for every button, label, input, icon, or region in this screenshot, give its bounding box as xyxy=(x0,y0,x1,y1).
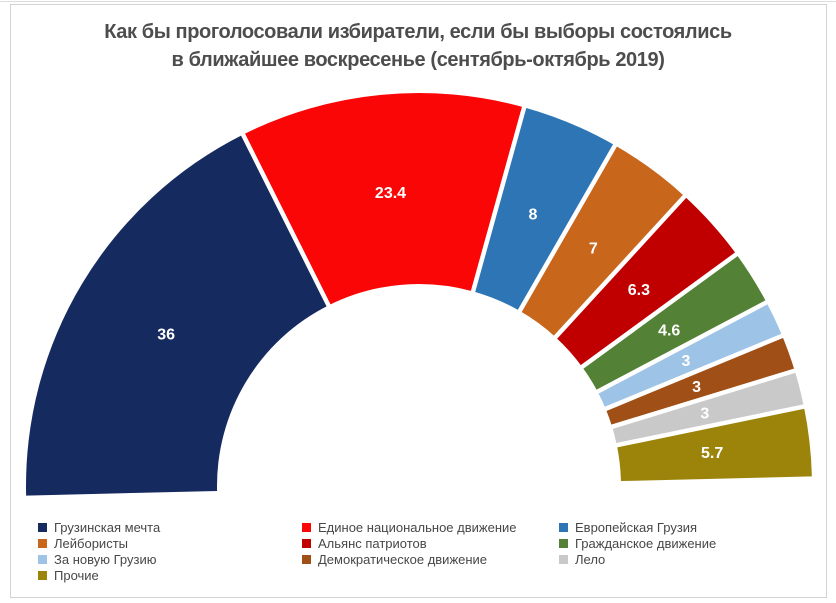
chart-title: Как бы проголосовали избиратели, если бы… xyxy=(0,18,836,74)
legend-item-1: Единое национальное движение xyxy=(302,519,559,535)
slice-separator-6 xyxy=(600,331,788,413)
pie-slice-7 xyxy=(605,335,795,427)
slice-label-7: 3 xyxy=(692,379,701,396)
pie-slice-2 xyxy=(473,107,616,311)
legend-item-6: За новую Грузию xyxy=(38,551,302,567)
legend-label: Демократическое движение xyxy=(318,551,488,567)
pie-slice-4 xyxy=(555,196,737,367)
legend-swatch xyxy=(559,522,568,532)
legend-item-0: Грузинская мечта xyxy=(38,519,302,535)
slice-label-3: 7 xyxy=(589,241,598,258)
legend-label: Гражданское движение xyxy=(575,535,717,551)
slice-label-4: 6.3 xyxy=(628,282,650,299)
legend-swatch xyxy=(38,554,47,564)
slice-label-0: 36 xyxy=(157,327,175,344)
chart-title-line2: в ближайшее воскресенье (сентябрь-октябр… xyxy=(171,49,665,71)
legend-label: Прочие xyxy=(54,567,99,583)
slice-separator-7 xyxy=(606,367,801,431)
legend-swatch xyxy=(38,570,47,580)
legend-swatch xyxy=(559,538,568,548)
legend-swatch xyxy=(559,554,568,564)
slice-separator-4 xyxy=(576,249,742,372)
legend-item-3: Лейбористы xyxy=(38,535,302,551)
legend-label: Лейбористы xyxy=(54,535,128,551)
slice-label-8: 3 xyxy=(700,405,709,422)
legend-item-4: Альянс патриотов xyxy=(302,535,559,551)
slice-label-2: 8 xyxy=(528,207,537,224)
slice-separator-3 xyxy=(550,191,690,343)
slice-separator-2 xyxy=(515,139,620,317)
legend-label: Лело xyxy=(575,551,606,567)
slice-label-1: 23.4 xyxy=(375,185,406,202)
pie-slice-8 xyxy=(612,370,804,446)
page-top-divider xyxy=(0,1,836,2)
slice-separator-1 xyxy=(469,101,528,297)
legend-swatch xyxy=(38,522,47,532)
legend-item-8: Лело xyxy=(559,551,809,567)
legend-label: Единое национальное движение xyxy=(318,519,517,535)
slice-separator-5 xyxy=(592,298,772,396)
legend-label: Альянс патриотов xyxy=(318,535,427,551)
pie-slice-1 xyxy=(243,93,525,306)
legend-swatch xyxy=(302,522,311,532)
pie-slice-3 xyxy=(519,145,685,338)
chart-title-line1: Как бы проголосовали избиратели, если бы… xyxy=(104,21,732,43)
slice-separator-8 xyxy=(611,403,810,449)
slice-label-9: 5.7 xyxy=(701,445,723,462)
legend-item-5: Гражданское движение xyxy=(559,535,809,551)
legend-item-2: Европейская Грузия xyxy=(559,519,809,535)
legend-swatch xyxy=(302,538,311,548)
slice-label-6: 3 xyxy=(682,353,691,370)
legend-item-9: Прочие xyxy=(38,567,302,583)
legend-swatch xyxy=(302,554,311,564)
pie-slice-6 xyxy=(597,302,783,409)
pie-slice-5 xyxy=(582,254,767,392)
pie-slice-9 xyxy=(616,406,812,482)
legend-item-7: Демократическое движение xyxy=(302,551,559,567)
pie-slice-0 xyxy=(26,134,329,496)
legend-label: Грузинская мечта xyxy=(54,519,161,535)
slice-label-5: 4.6 xyxy=(658,322,680,339)
legend-label: За новую Грузию xyxy=(54,551,157,567)
chart-legend: Грузинская мечта Единое национальное дви… xyxy=(38,519,818,583)
slice-separator-0 xyxy=(238,129,333,311)
legend-swatch xyxy=(38,538,47,548)
legend-label: Европейская Грузия xyxy=(575,519,698,535)
